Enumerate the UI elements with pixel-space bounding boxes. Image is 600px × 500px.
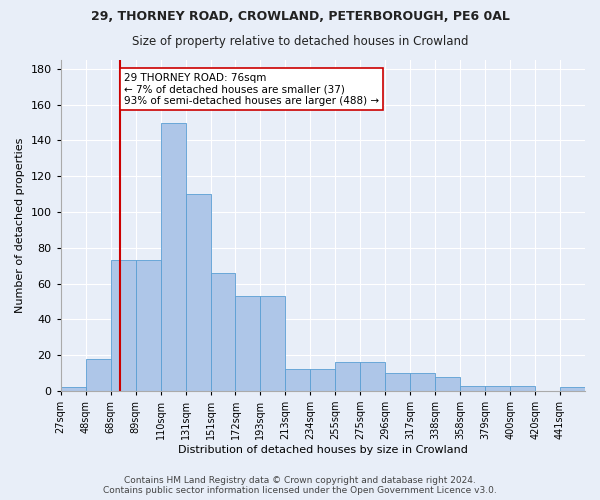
Bar bbox=[260, 296, 286, 391]
Bar bbox=[410, 373, 435, 391]
X-axis label: Distribution of detached houses by size in Crowland: Distribution of detached houses by size … bbox=[178, 445, 468, 455]
Bar bbox=[510, 386, 535, 391]
Bar bbox=[211, 273, 235, 391]
Bar bbox=[161, 122, 185, 391]
Bar bbox=[460, 386, 485, 391]
Bar bbox=[61, 388, 86, 391]
Bar bbox=[560, 388, 585, 391]
Bar bbox=[435, 376, 460, 391]
Bar bbox=[361, 362, 385, 391]
Bar bbox=[335, 362, 361, 391]
Y-axis label: Number of detached properties: Number of detached properties bbox=[15, 138, 25, 313]
Bar bbox=[310, 370, 335, 391]
Bar bbox=[286, 370, 310, 391]
Bar bbox=[110, 260, 136, 391]
Bar bbox=[86, 358, 110, 391]
Bar bbox=[185, 194, 211, 391]
Bar bbox=[385, 373, 410, 391]
Bar bbox=[485, 386, 510, 391]
Bar bbox=[235, 296, 260, 391]
Text: 29 THORNEY ROAD: 76sqm
← 7% of detached houses are smaller (37)
93% of semi-deta: 29 THORNEY ROAD: 76sqm ← 7% of detached … bbox=[124, 72, 379, 106]
Text: Size of property relative to detached houses in Crowland: Size of property relative to detached ho… bbox=[132, 35, 468, 48]
Bar bbox=[136, 260, 161, 391]
Text: Contains HM Land Registry data © Crown copyright and database right 2024.
Contai: Contains HM Land Registry data © Crown c… bbox=[103, 476, 497, 495]
Text: 29, THORNEY ROAD, CROWLAND, PETERBOROUGH, PE6 0AL: 29, THORNEY ROAD, CROWLAND, PETERBOROUGH… bbox=[91, 10, 509, 23]
